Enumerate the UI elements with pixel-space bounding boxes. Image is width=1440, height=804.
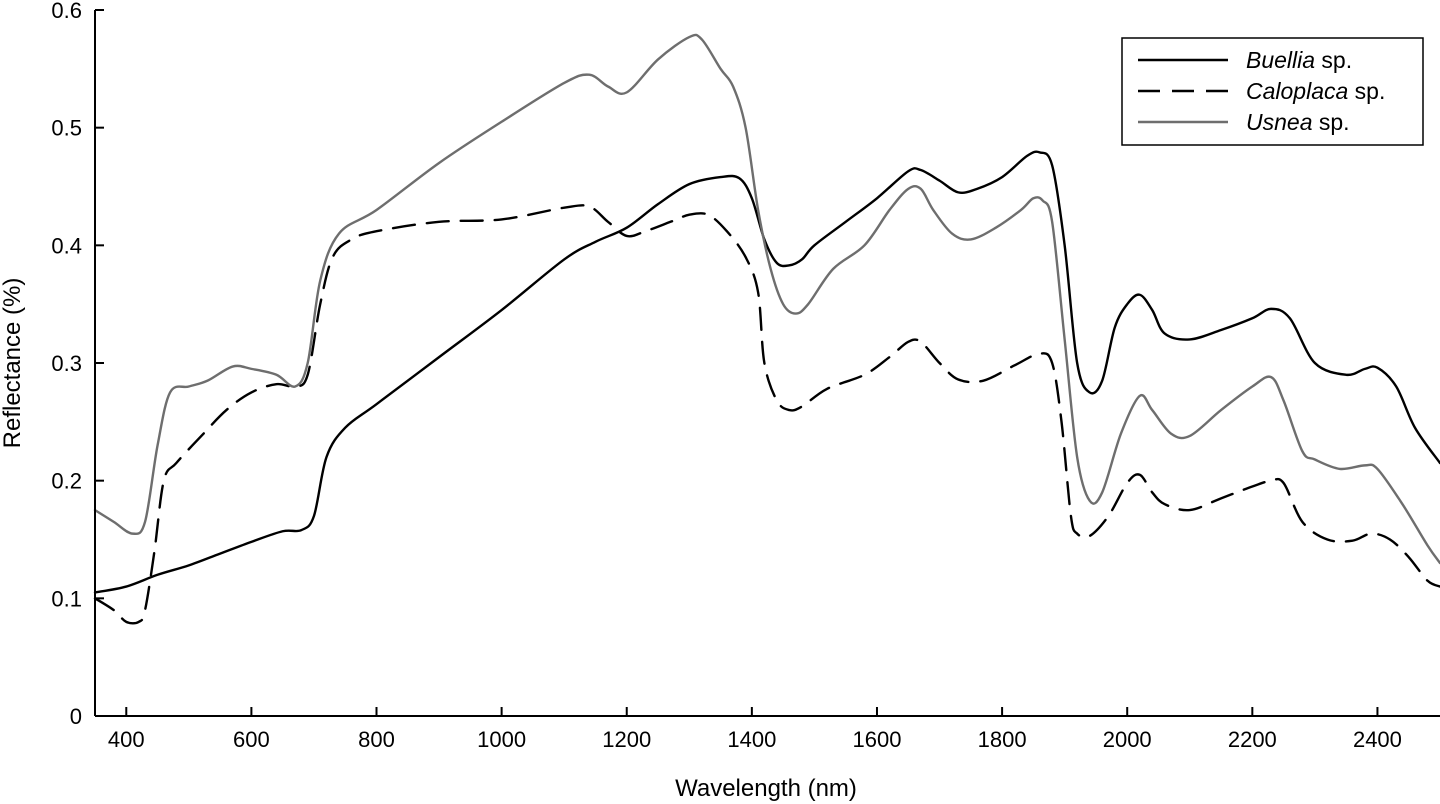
legend-label-usnea: Usnea sp. <box>1246 109 1350 135</box>
y-axis-ticks: 0 0.1 0.2 0.3 0.4 0.5 0.6 <box>51 0 104 729</box>
y-tick-label: 0.3 <box>51 351 82 376</box>
x-tick-label: 1000 <box>477 727 526 752</box>
x-tick-label: 2400 <box>1353 727 1402 752</box>
x-tick-label: 1400 <box>727 727 776 752</box>
series-line-usnea <box>93 33 1440 565</box>
legend: Buellia sp.Caloplaca sp.Usnea sp. <box>1121 37 1424 146</box>
y-tick-label: 0.1 <box>51 586 82 611</box>
legend-label-genus: Caloplaca <box>1246 78 1348 104</box>
legend-label-buellia: Buellia sp. <box>1246 47 1352 73</box>
y-tick-label: 0 <box>70 704 82 729</box>
x-axis-ticks: 400 600 800 1000 1200 1400 1600 1800 2000 2200 240… <box>108 707 1402 752</box>
y-tick-label: 0.5 <box>51 116 82 141</box>
series-layer <box>93 33 1440 625</box>
x-tick-label: 1600 <box>853 727 902 752</box>
legend-label-genus: Buellia <box>1246 47 1315 73</box>
x-axis-label: Wavelength (nm) <box>675 775 857 802</box>
y-axis-label: Reflectance (%) <box>0 278 26 449</box>
y-tick-label: 0.2 <box>51 469 82 494</box>
x-tick-label: 800 <box>358 727 395 752</box>
y-tick-label: 0.4 <box>51 233 82 258</box>
x-tick-label: 1800 <box>978 727 1027 752</box>
x-tick-label: 400 <box>108 727 145 752</box>
legend-label-suffix: sp. <box>1312 109 1349 135</box>
series-line-buellia <box>93 150 1440 594</box>
y-tick-label: 0.6 <box>51 0 82 23</box>
legend-label-suffix: sp. <box>1348 78 1385 104</box>
x-tick-label: 2200 <box>1228 727 1277 752</box>
legend-label-caloplaca: Caloplaca sp. <box>1246 78 1385 104</box>
series-line-caloplaca <box>93 204 1440 625</box>
x-tick-label: 600 <box>233 727 270 752</box>
legend-label-genus: Usnea <box>1246 109 1312 135</box>
legend-label-suffix: sp. <box>1315 47 1352 73</box>
x-tick-label: 2000 <box>1103 727 1152 752</box>
x-tick-label: 1200 <box>602 727 651 752</box>
